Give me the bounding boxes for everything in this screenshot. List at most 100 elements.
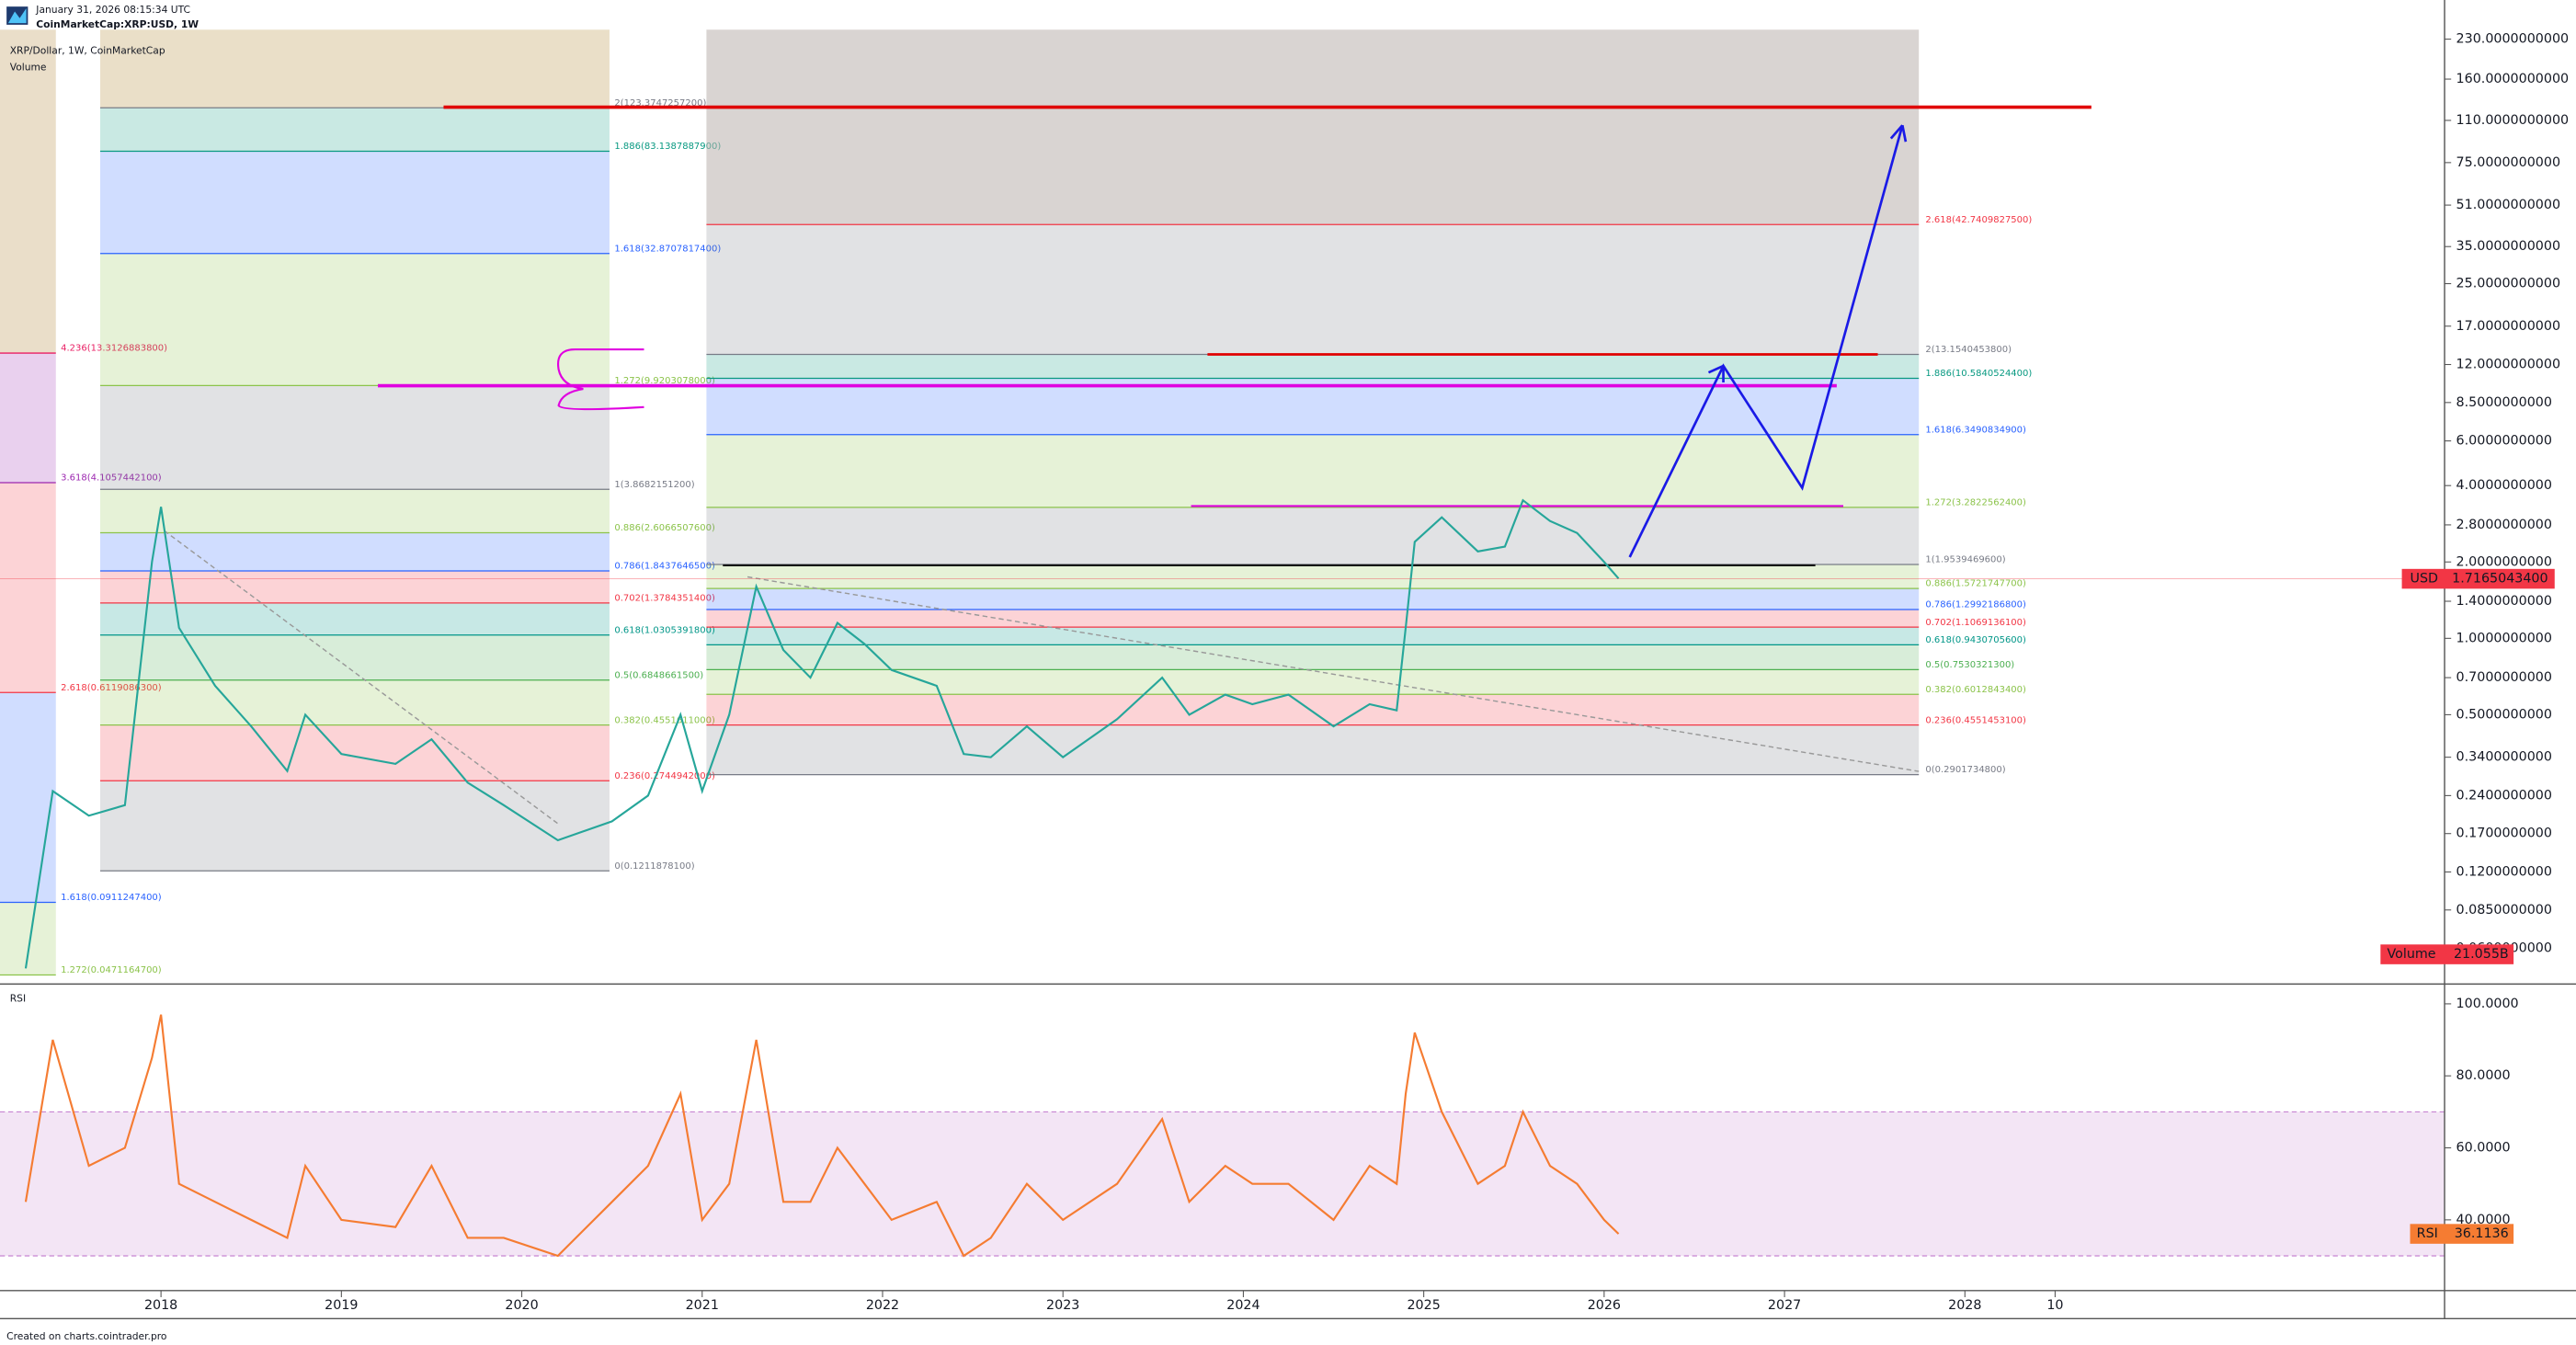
fib-label: 0.382(0.4551611000) — [614, 715, 715, 725]
y-tick-label: 35.0000000000 — [2456, 239, 2561, 254]
fib-zone — [706, 669, 1920, 695]
y-tick-label: 1.0000000000 — [2456, 631, 2552, 645]
fib-zone — [706, 564, 1920, 589]
price-tag — [2401, 568, 2555, 589]
y-tick-label: 12.0000000000 — [2456, 357, 2561, 371]
y-tick-label: 2.0000000000 — [2456, 554, 2552, 569]
rsi-title: RSI — [10, 992, 26, 1004]
fib-label: 0.382(0.6012843400) — [1925, 685, 2026, 695]
y-tick-label: 2.8000000000 — [2456, 518, 2552, 532]
x-tick-label: 10 — [2046, 1298, 2063, 1313]
x-tick-label: 2019 — [325, 1298, 358, 1313]
rsi-tag — [2410, 1224, 2514, 1244]
volume-title: Volume — [10, 61, 47, 73]
annotations — [164, 105, 2092, 826]
fib-label: 0.786(1.2992186800) — [1925, 600, 2026, 610]
x-tick-label: 2020 — [505, 1298, 538, 1313]
fib-zone — [100, 385, 610, 490]
fib-top-zone — [100, 29, 610, 108]
fib-label: 1.618(32.8707817400) — [614, 244, 721, 254]
fib-label: 0.886(1.5721747700) — [1925, 579, 2026, 589]
rsi-band — [0, 1111, 2445, 1257]
fib-zone — [0, 483, 56, 693]
y-tick-label: 1.4000000000 — [2456, 594, 2552, 609]
brace — [557, 348, 644, 411]
fib-zone — [706, 224, 1920, 355]
fib-zone — [100, 781, 610, 872]
fib-label: 0.702(1.1069136100) — [1925, 618, 2026, 628]
trend-line — [747, 576, 1920, 772]
y-tick-label: 0.5000000000 — [2456, 707, 2552, 722]
fib-zone — [706, 434, 1920, 507]
fib-label: 2(123.3747257200) — [614, 98, 706, 108]
fib-label: 1.272(3.2822562400) — [1925, 497, 2026, 507]
y-tick-label: 110.0000000000 — [2456, 113, 2570, 128]
fib-zone — [0, 353, 56, 484]
fib-label: 3.618(4.1057442100) — [61, 473, 162, 484]
fib-label: 0.236(0.4551453100) — [1925, 715, 2026, 725]
fib-label: 0.618(1.0305391800) — [614, 625, 715, 635]
y-tick-label: 0.3400000000 — [2456, 750, 2552, 765]
y-tick-label: 100.0000 — [2456, 997, 2519, 1011]
x-tick-label: 2027 — [1768, 1298, 1801, 1313]
rsi-line — [24, 1014, 1620, 1258]
fib-label: 0.5(0.7530321300) — [1925, 660, 2014, 670]
y-tick-label: 75.0000000000 — [2456, 155, 2561, 170]
fib-zone — [100, 489, 610, 533]
y-tick-label: 6.0000000000 — [2456, 434, 2552, 449]
fib-zone — [706, 588, 1920, 610]
fib-zone — [706, 609, 1920, 628]
footer: Created on charts.cointrader.pro — [6, 1330, 166, 1342]
x-tick-label: 2021 — [686, 1298, 719, 1313]
fib-label: 0.702(1.3784351400) — [614, 593, 715, 603]
fib-label: 0.618(0.9430705600) — [1925, 635, 2026, 645]
logo-mark — [7, 7, 27, 24]
y-tick-label: 0.2400000000 — [2456, 788, 2552, 803]
fib-zone — [100, 532, 610, 572]
fib-zone — [100, 724, 610, 781]
rsi-tag-title: RSI — [2417, 1226, 2438, 1241]
fib-zone — [706, 724, 1920, 775]
y-tick-label: 160.0000000000 — [2456, 72, 2570, 86]
fib-label: 1.886(83.1387887900) — [614, 142, 721, 152]
symbol: CoinMarketCap:XRP:USD, 1W — [36, 18, 199, 30]
y-tick-label: 4.0000000000 — [2456, 478, 2552, 493]
fib-top-zone — [0, 29, 56, 354]
plot — [0, 498, 2445, 1258]
fib-zone — [100, 602, 610, 635]
fib-label: 2.618(42.7409827500) — [1925, 215, 2032, 225]
price-tag-value: 1.7165043400 — [2452, 572, 2548, 587]
fib-top-zone — [706, 29, 1920, 225]
fib-label: 0(0.1211878100) — [614, 861, 694, 872]
fib-zone — [706, 694, 1920, 725]
x-tick-label: 2025 — [1407, 1298, 1440, 1313]
x-tick-label: 2022 — [866, 1298, 899, 1313]
fib-label: 1(3.8682151200) — [614, 480, 694, 490]
timestamp: January 31, 2026 08:15:34 UTC — [35, 4, 190, 16]
volume-tag — [2380, 944, 2514, 964]
y-tick-label: 40.0000 — [2456, 1213, 2511, 1227]
fib-zone — [706, 644, 1920, 670]
chart-title: XRP/Dollar, 1W, CoinMarketCap — [10, 45, 165, 57]
arrow-head — [1707, 124, 1908, 382]
fib-label: 0.886(2.6066507600) — [614, 523, 715, 533]
fib-label: 2(13.1540453800) — [1925, 345, 2012, 355]
fib-label: 1.618(6.3490834900) — [1925, 425, 2026, 435]
fib-label: 0(0.2901734800) — [1925, 765, 2005, 775]
fib-zone — [706, 627, 1920, 645]
y-tick-label: 0.1700000000 — [2456, 826, 2552, 841]
fib-label: 2.618(0.6119086300) — [61, 683, 162, 693]
y-tick-label: 51.0000000000 — [2456, 198, 2561, 212]
x-tick-label: 2026 — [1588, 1298, 1621, 1313]
fib-zone — [0, 692, 56, 903]
y-tick-label: 25.0000000000 — [2456, 277, 2561, 291]
y-tick-label: 230.0000000000 — [2456, 32, 2570, 47]
fib-label: 1.272(9.9203078000) — [614, 376, 715, 386]
fib-label: 1.272(0.0471164700) — [61, 965, 162, 975]
rsi-tag-value: 36.1136 — [2455, 1226, 2509, 1241]
y-tick-label: 0.1200000000 — [2456, 864, 2552, 879]
fib-zone — [0, 902, 56, 975]
drawing-tools: 4.236(13.3126883800) 3.618(4.1057442100) 2… — [0, 29, 2032, 975]
